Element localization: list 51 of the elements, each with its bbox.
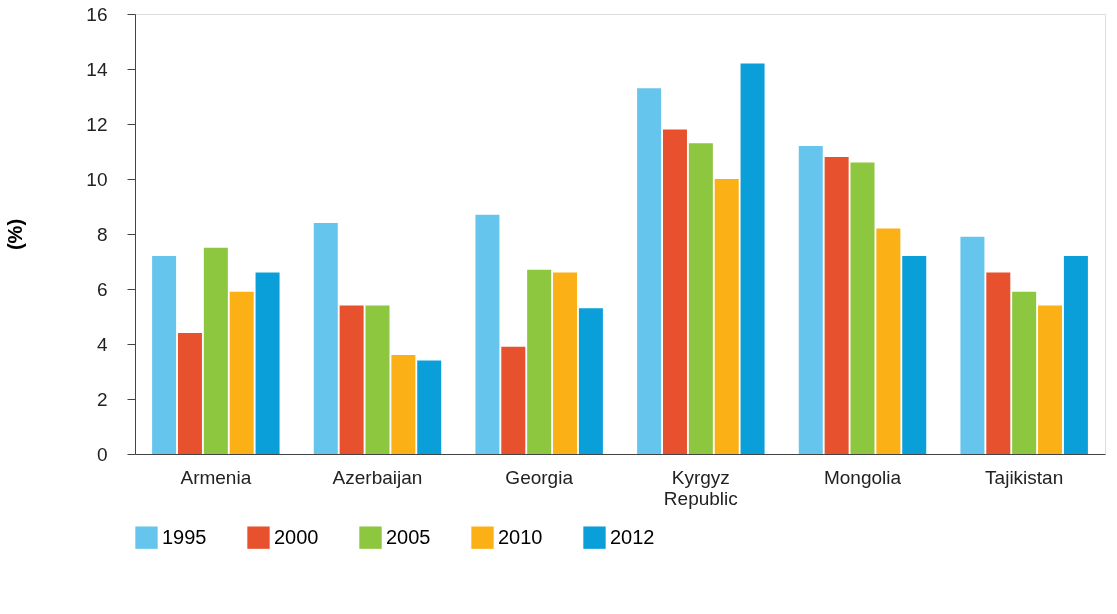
y-tick-label: 12 [86,113,108,135]
bar [1063,256,1088,454]
x-tick-label: Azerbaijan [332,466,423,488]
y-tick-label: 16 [86,3,108,25]
bar [391,355,416,454]
bar [501,346,526,454]
bar [527,269,552,454]
x-tick-label: Mongolia [823,466,902,488]
bar [203,247,228,454]
bar [1038,305,1063,454]
bar [578,308,603,454]
bar [798,146,823,454]
bar [339,305,364,454]
bar [417,360,442,454]
x-tick-label: Tajikistan [985,466,1064,488]
y-axis-title: (%) [4,218,27,251]
bar [229,291,254,454]
legend-label: 1995 [162,525,207,548]
x-tick-label: Georgia [505,466,574,488]
bar [876,228,901,454]
y-tick-label: 6 [96,278,108,300]
bar [637,88,662,454]
bar [177,333,202,454]
y-tick-label: 4 [96,333,108,355]
y-tick-label: 0 [96,443,108,465]
bar [714,179,739,454]
bar [986,272,1011,454]
x-tick-label: Armenia [180,466,252,488]
bar [152,256,177,454]
legend-label: 2005 [386,525,431,548]
bar [475,214,500,454]
bar [824,157,849,454]
bar [313,223,338,454]
y-tick-label: 10 [86,168,108,190]
legend-label: 2000 [274,525,319,548]
bar [1012,291,1037,454]
bar [960,236,985,454]
y-tick-label: 2 [96,388,108,410]
legend-label: 2012 [610,525,655,548]
bar [662,129,687,454]
bar [553,272,578,454]
bar [255,272,280,454]
legend-label: 2010 [498,525,543,548]
x-tick-label: Kyrgyz Republic [663,466,738,509]
bar [902,256,927,454]
y-tick-label: 8 [96,223,108,245]
bar [365,305,390,454]
bar [688,143,713,454]
bar [850,162,875,454]
bar [740,63,765,454]
y-tick-label: 14 [86,58,108,80]
